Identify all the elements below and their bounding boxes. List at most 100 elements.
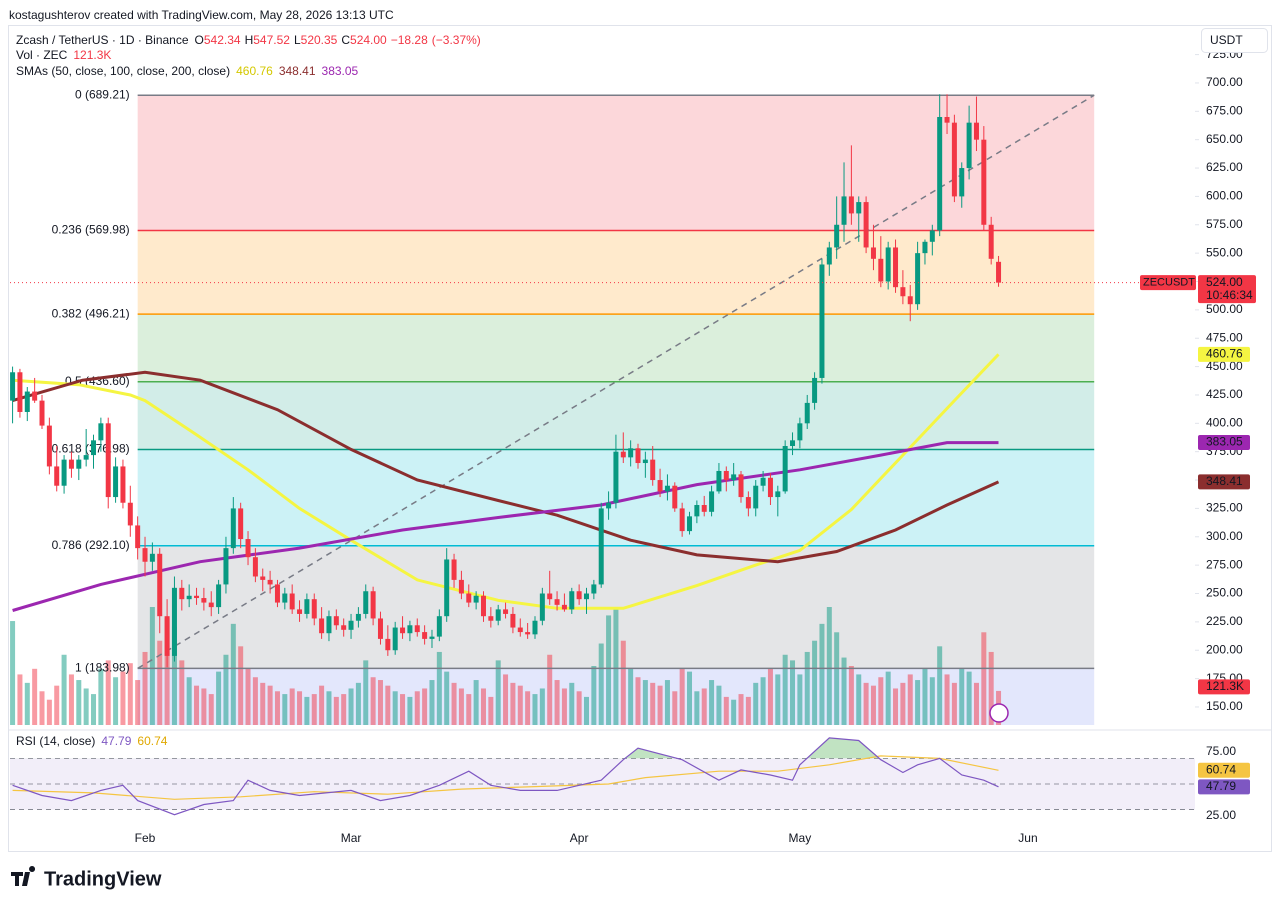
x-tick-label: Mar [341, 831, 362, 845]
candle-body [628, 448, 634, 458]
symbol-badge-bg [1140, 275, 1196, 291]
volume-bar [937, 646, 943, 725]
volume-bar [46, 699, 52, 725]
y-tick-label: 675.00 [1206, 103, 1243, 117]
candle-body [760, 477, 766, 486]
volume-bar [503, 674, 509, 725]
quote-value: 542.34 [204, 33, 241, 47]
candle-body [61, 459, 67, 486]
quote-key: L [294, 33, 301, 47]
candle-body [966, 122, 972, 169]
candle-body [466, 593, 472, 603]
change-pct: (−3.37%) [432, 33, 481, 47]
candle-body [753, 485, 759, 509]
sma-badge: 348.41 [1206, 474, 1243, 488]
volume-bar [687, 671, 693, 725]
volume-bar [878, 677, 884, 725]
volume-bar [981, 632, 987, 725]
quote-key: C [341, 33, 350, 47]
axes: 150.00175.00200.00225.00250.00275.00300.… [135, 47, 1243, 845]
quote-key: O [195, 33, 204, 47]
volume-bar [319, 685, 325, 725]
candle-body [716, 470, 722, 492]
volume-bar [83, 688, 89, 725]
volume-bar [907, 674, 913, 725]
currency-label[interactable]: USDT [1210, 33, 1243, 47]
volume-bars [10, 607, 1002, 725]
volume-bar [348, 688, 354, 725]
rsi-tick-label: 25.00 [1206, 808, 1236, 822]
volume-bar [517, 685, 523, 725]
volume-bar [738, 694, 744, 725]
volume-bar [429, 680, 435, 725]
candle-body [267, 579, 273, 585]
volume-bar [127, 663, 133, 725]
candle-body [201, 598, 207, 603]
chart-frame [8, 25, 1272, 852]
fib-band [137, 230, 1095, 315]
replay-icon [989, 703, 1009, 723]
candle-body [900, 287, 906, 297]
volume-bar [922, 668, 928, 725]
y-tick-label: 600.00 [1206, 189, 1243, 203]
rsi-last: 60.74 [137, 734, 167, 748]
volume-bar [76, 680, 82, 725]
volume-bar [414, 691, 420, 725]
y-tick-label: 425.00 [1206, 387, 1243, 401]
volume-bar [973, 682, 979, 725]
volume-bar [105, 660, 111, 725]
volume-bar [194, 685, 200, 725]
volume-bar [745, 696, 751, 725]
candle-body [981, 139, 987, 225]
volume-bar [664, 680, 670, 725]
sma-line [12, 441, 999, 612]
candle-body [988, 224, 994, 259]
candle-body [561, 604, 567, 610]
candle-body [149, 553, 155, 562]
y-tick-label: 700.00 [1206, 75, 1243, 89]
brand-logo [11, 866, 36, 886]
y-tick-label: 575.00 [1206, 217, 1243, 231]
candle-body [216, 584, 222, 608]
candle-body [775, 491, 781, 498]
currency-button[interactable] [1201, 28, 1268, 53]
volume-bar [480, 688, 486, 725]
y-tick-label: 550.00 [1206, 245, 1243, 259]
volume-bar [613, 607, 619, 725]
volume-bar [885, 671, 891, 725]
volume-bar [282, 694, 288, 725]
volume-bar [532, 694, 538, 725]
candle-body [731, 474, 737, 481]
volume-bar [304, 696, 310, 725]
fib-label: 0.618 (376.98) [52, 442, 130, 456]
volume-bar [326, 691, 332, 725]
candle-body [856, 202, 862, 214]
volume-bar [841, 657, 847, 725]
candle-body [687, 516, 693, 532]
candle-body [282, 593, 288, 603]
volume-bar [547, 654, 553, 725]
volume-bar [61, 654, 67, 725]
candle-body [848, 196, 854, 214]
candle-body [142, 548, 148, 562]
volume-bar [951, 682, 957, 725]
candle-body [135, 525, 141, 549]
volume-bar [760, 677, 766, 725]
fib-label: 1 (183.98) [75, 661, 130, 675]
symbol-badge: ZECUSDT [1143, 277, 1195, 289]
fib-trend [137, 94, 1095, 670]
quote-value: 524.00 [350, 33, 387, 47]
credit: kostagushterov created with TradingView.… [9, 8, 394, 22]
volume-bar [598, 643, 604, 725]
candle-body [790, 440, 796, 447]
candle-body [819, 264, 825, 378]
volume-bar [120, 671, 126, 725]
y-tick-label: 650.00 [1206, 132, 1243, 146]
symbol-legend: Zcash / TetherUS · 1D · Binance O542.34 H5… [16, 33, 481, 47]
volume-bar [782, 654, 788, 725]
volume-bar [230, 623, 236, 725]
candle-body [503, 609, 509, 614]
volume-bar [54, 685, 60, 725]
